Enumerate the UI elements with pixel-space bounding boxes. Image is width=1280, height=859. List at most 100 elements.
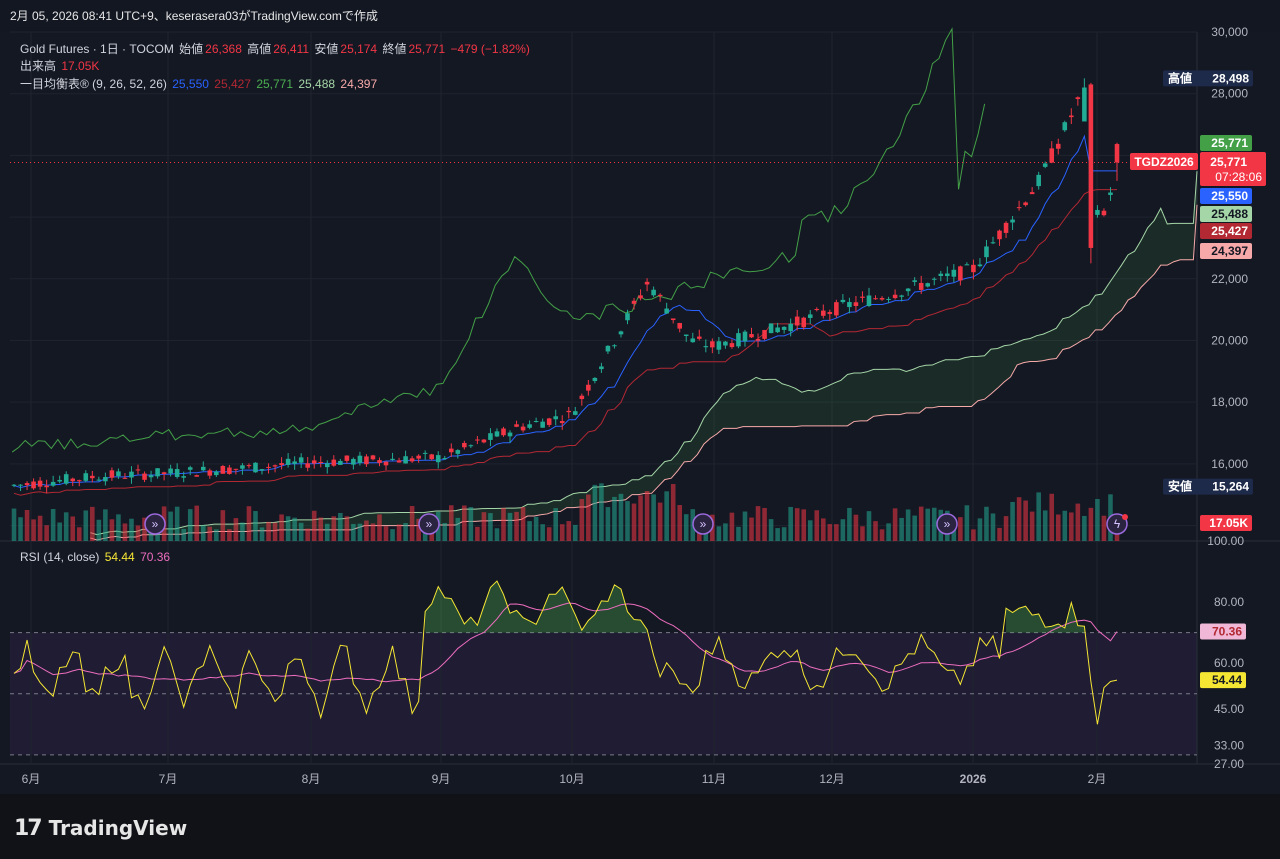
event-marker-glyph: » [426,517,433,531]
candle-body [514,424,519,427]
candle-body [76,480,82,482]
candle-body [860,296,865,298]
candle-body [612,345,617,347]
candle-body [638,295,643,299]
legend-close: 25,771 [408,42,446,56]
volume-bar [879,529,885,541]
tradingview-logo[interactable]: 17 TradingView [14,814,187,842]
candle-body [24,483,30,486]
tag-volume-bg [1200,515,1252,531]
volume-bar [63,512,69,541]
candle-body [455,450,461,454]
legend-volume-label[interactable]: 出来高 [20,59,57,73]
candle-body [187,467,193,470]
candle-body [886,298,891,300]
candle-body [768,323,774,334]
volume-bar [638,495,643,541]
volume-bar [866,511,872,541]
candle-body [925,283,931,287]
candle-body [716,341,722,350]
volume-bar [762,507,767,541]
event-marker-icon [144,513,166,535]
volume-bar [324,523,330,541]
high-tag-value: 28,498 [1212,71,1249,85]
volume-bar [240,522,245,541]
volume-bar [109,519,115,541]
volume-bar [1069,512,1074,541]
volume-bar [246,506,252,541]
volume-bar [50,508,56,541]
candle-body [821,310,826,316]
candle-body [703,346,709,348]
candle-body [1108,192,1113,195]
volume-bar [442,522,448,541]
volume-bar [801,509,807,541]
candle-body [794,316,800,326]
volume-bar [677,505,683,541]
candle-body [135,469,141,471]
volume-bar [573,524,578,541]
candle-body [592,377,598,381]
volume-bar [1023,500,1028,541]
volume-bar [755,506,761,541]
candle-body [161,472,167,475]
volume-bar [977,518,983,541]
candle-body [807,314,813,318]
event-marker-glyph: » [152,517,159,531]
event-marker-icon [936,513,958,535]
time-axis-label: 12月 [819,772,844,786]
rsi-ma-line [13,602,1118,683]
tag-tenkan: 25,550 [1211,189,1248,203]
volume-bar [853,514,859,541]
volume-bar [827,524,833,541]
volume-bar [416,518,421,541]
candle-body [984,246,989,258]
candle-body [1101,210,1107,216]
candle-body [1069,115,1074,118]
volume-bar [807,520,813,541]
tag-spanA: 25,488 [1211,207,1248,221]
candle-body [775,327,780,333]
candle-body [710,341,715,348]
candle-body [403,456,408,464]
volume-bar [553,508,558,541]
candle-body [905,288,911,292]
legend-rsi-label[interactable]: RSI (14, close) [20,550,100,564]
volume-bar [370,523,376,541]
candle-body [305,463,310,468]
candle-body [605,345,611,352]
candle-body [409,458,415,462]
ichimoku-spanA-line [90,171,1198,536]
notification-dot [1122,514,1128,520]
candle-body [1062,122,1068,131]
candle-body [240,465,245,469]
candle-body [233,468,239,470]
candle-body [122,477,128,479]
candle-body [220,466,226,474]
candle-body [370,455,376,460]
tag-chikou: 25,771 [1211,136,1248,150]
rsi-line [13,580,1118,725]
legend-ichimoku-label[interactable]: 一目均衡表® (9, 26, 52, 26) [20,77,167,91]
volume-bar [951,524,957,541]
volume-bar [546,527,552,541]
candle-body [344,455,350,461]
volume-bar [592,484,598,541]
candle-body [729,343,735,348]
legend-symbol[interactable]: Gold Futures · 1日 · TOCOM [20,42,174,56]
candle-body [834,302,839,316]
volume-bar [586,494,591,541]
tag-chikou-bg [1200,135,1252,151]
volume-bar [533,516,539,541]
rsi-tick-label: 60.00 [1214,656,1244,670]
rsi-tick-label: 100.00 [1207,534,1244,548]
volume-bar [657,502,663,541]
volume-bar [814,510,820,541]
candle-body [1095,209,1100,215]
volume-bar [514,511,519,541]
candle-body [723,341,728,346]
candle-body [44,485,49,488]
candle-body [873,298,878,300]
volume-bar [390,529,395,541]
